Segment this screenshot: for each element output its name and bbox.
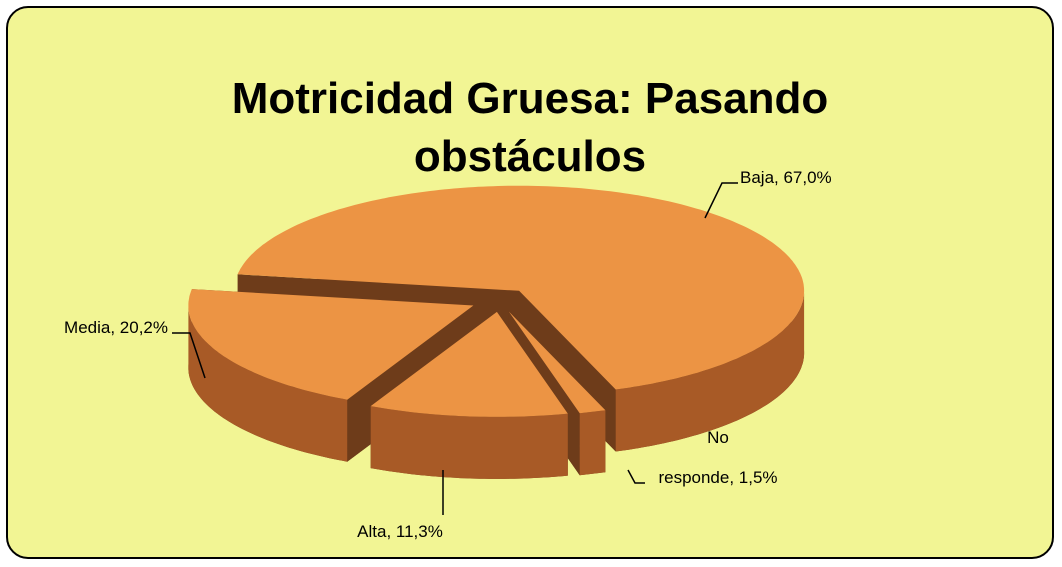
leader-line	[172, 332, 206, 379]
data-label: Baja, 67,0%	[740, 168, 832, 187]
leader-line	[627, 469, 645, 484]
slice-side	[188, 305, 348, 462]
slice-side	[615, 290, 805, 452]
data-label: No responde, 1,5%	[658, 428, 777, 487]
data-label: Media, 20,2%	[64, 318, 168, 337]
leader-line	[704, 182, 738, 219]
slice-top	[237, 185, 805, 390]
data-label: Alta, 11,3%	[357, 522, 443, 541]
slice-side	[579, 410, 606, 476]
slice-side	[370, 406, 568, 479]
chart-title: Motricidad Gruesa: Pasando obstáculos	[231, 74, 829, 181]
data-label-line: responde, 1,5%	[658, 468, 777, 487]
slice	[370, 311, 568, 479]
slice-top	[188, 289, 474, 400]
data-label-line: No	[707, 428, 729, 447]
slice-top	[508, 311, 606, 414]
slice-top	[370, 311, 568, 417]
